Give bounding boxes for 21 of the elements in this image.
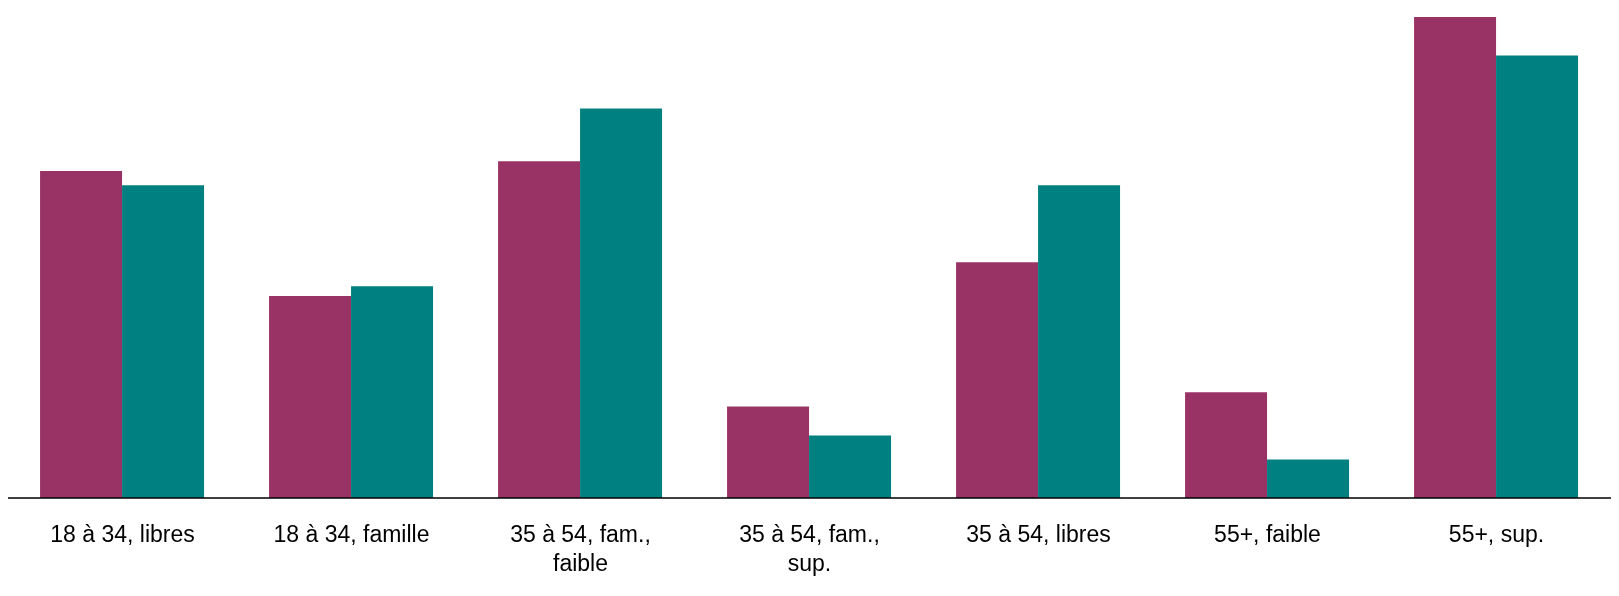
bar bbox=[351, 286, 434, 498]
bar bbox=[580, 108, 663, 498]
bar bbox=[1038, 185, 1121, 498]
bar bbox=[1267, 459, 1350, 498]
bar bbox=[956, 262, 1039, 498]
bar bbox=[1496, 55, 1579, 498]
bar bbox=[727, 406, 810, 498]
bar bbox=[269, 295, 352, 498]
x-tick-label: 18 à 34, famille bbox=[273, 521, 430, 547]
x-tick-label: 35 à 54, libres bbox=[966, 521, 1111, 547]
x-tick-label: 35 à 54, fam., sup. bbox=[739, 521, 880, 576]
x-tick-label: 55+, faible bbox=[1214, 521, 1321, 547]
bar bbox=[809, 435, 892, 498]
bar bbox=[122, 185, 205, 498]
bar bbox=[498, 161, 581, 498]
x-tick-label: 35 à 54, fam., faible bbox=[510, 521, 651, 576]
bar bbox=[1185, 392, 1268, 498]
bar bbox=[40, 170, 123, 498]
x-tick-label: 55+, sup. bbox=[1448, 521, 1545, 547]
bar bbox=[1414, 17, 1497, 498]
x-tick-label: 18 à 34, libres bbox=[50, 521, 195, 547]
